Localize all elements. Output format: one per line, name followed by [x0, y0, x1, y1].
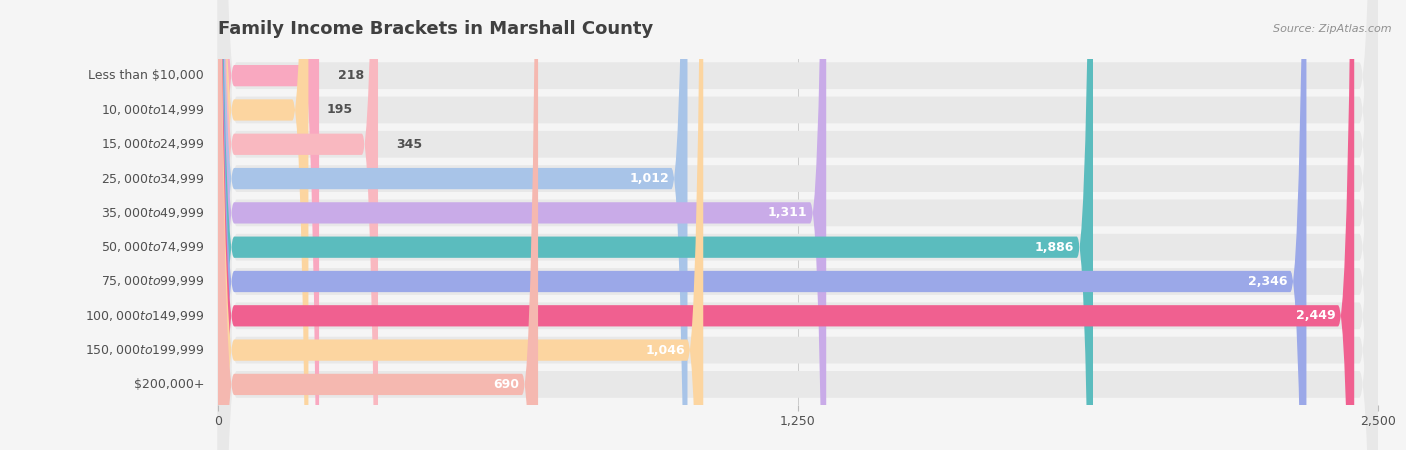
FancyBboxPatch shape	[218, 0, 319, 450]
FancyBboxPatch shape	[218, 0, 308, 450]
FancyBboxPatch shape	[218, 0, 1378, 450]
Text: 2,449: 2,449	[1296, 309, 1336, 322]
Text: 218: 218	[337, 69, 364, 82]
FancyBboxPatch shape	[218, 0, 1092, 450]
FancyBboxPatch shape	[218, 0, 1378, 450]
FancyBboxPatch shape	[218, 0, 1378, 450]
FancyBboxPatch shape	[218, 0, 1378, 450]
Text: $75,000 to $99,999: $75,000 to $99,999	[100, 274, 204, 288]
FancyBboxPatch shape	[218, 0, 1378, 450]
FancyBboxPatch shape	[218, 0, 1378, 450]
FancyBboxPatch shape	[218, 0, 827, 450]
Text: Source: ZipAtlas.com: Source: ZipAtlas.com	[1274, 24, 1392, 34]
Text: $25,000 to $34,999: $25,000 to $34,999	[100, 171, 204, 185]
FancyBboxPatch shape	[218, 0, 378, 450]
Text: $150,000 to $199,999: $150,000 to $199,999	[84, 343, 204, 357]
Text: $15,000 to $24,999: $15,000 to $24,999	[100, 137, 204, 151]
Text: 1,046: 1,046	[645, 344, 685, 356]
Text: 195: 195	[328, 104, 353, 117]
Text: 1,311: 1,311	[768, 207, 807, 220]
FancyBboxPatch shape	[218, 0, 1306, 450]
FancyBboxPatch shape	[218, 0, 1378, 450]
Text: 690: 690	[494, 378, 520, 391]
Text: $10,000 to $14,999: $10,000 to $14,999	[100, 103, 204, 117]
Text: $50,000 to $74,999: $50,000 to $74,999	[100, 240, 204, 254]
FancyBboxPatch shape	[218, 0, 1378, 450]
Text: Less than $10,000: Less than $10,000	[89, 69, 204, 82]
Text: Family Income Brackets in Marshall County: Family Income Brackets in Marshall Count…	[218, 20, 654, 38]
FancyBboxPatch shape	[218, 0, 688, 450]
Text: 1,886: 1,886	[1035, 241, 1074, 254]
FancyBboxPatch shape	[218, 0, 1354, 450]
Text: $100,000 to $149,999: $100,000 to $149,999	[84, 309, 204, 323]
Text: $200,000+: $200,000+	[134, 378, 204, 391]
Text: $35,000 to $49,999: $35,000 to $49,999	[100, 206, 204, 220]
FancyBboxPatch shape	[218, 0, 703, 450]
Text: 1,012: 1,012	[628, 172, 669, 185]
FancyBboxPatch shape	[218, 0, 538, 450]
Text: 2,346: 2,346	[1249, 275, 1288, 288]
Text: 345: 345	[396, 138, 423, 151]
FancyBboxPatch shape	[218, 0, 1378, 450]
FancyBboxPatch shape	[218, 0, 1378, 450]
